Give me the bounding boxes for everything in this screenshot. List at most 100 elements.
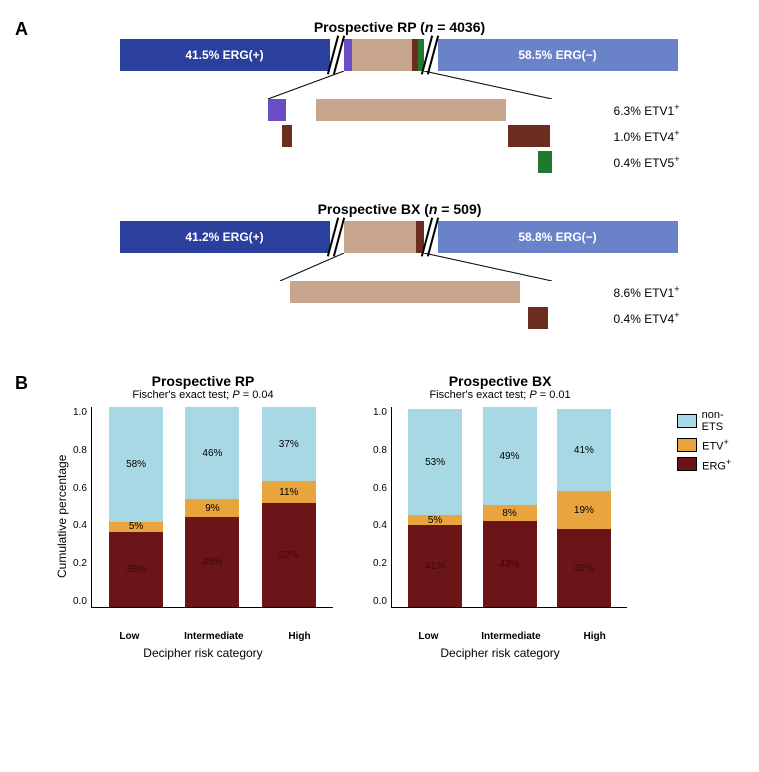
bar-segment: 45%	[185, 517, 239, 607]
erg-pos-segment: 41.5% ERG(+)	[120, 39, 330, 71]
sub-bar-label: 6.3% ETV1+	[604, 102, 680, 118]
sub-bar-label: 0.4% ETV5+	[604, 154, 680, 170]
y-tick: 0.0	[373, 596, 387, 607]
bx-x-labels: Low Intermediate High	[397, 631, 627, 642]
y-axis-label: Cumulative percentage	[55, 373, 69, 660]
rp-x-labels: Low Intermediate High	[97, 631, 333, 642]
sub-bar-row: 0.4% ETV4+	[120, 307, 680, 329]
erg-neg-segment: 58.5% ERG(−)	[438, 39, 678, 71]
sub-block	[282, 125, 292, 147]
y-tick: 0.8	[73, 445, 87, 456]
legend-row: ERG+	[677, 457, 744, 473]
stacked-bar: 38%5%58%	[109, 407, 163, 607]
bar-segment: 52%	[262, 503, 316, 607]
legend-label: ETV+	[702, 437, 729, 453]
bx-bars-area: 41%5%53%43%8%49%39%19%41%	[391, 407, 627, 608]
y-tick: 0.2	[73, 558, 87, 569]
bar-segment: 41%	[408, 525, 462, 607]
chart-bx-sub: Fischer's exact test; P = 0.01	[373, 389, 627, 401]
bx-main-bar: 41.2% ERG(+) 58.8% ERG(−)	[120, 221, 680, 253]
chart-bx: Prospective BX Fischer's exact test; P =…	[373, 373, 627, 660]
panel-a-label: A	[15, 19, 28, 40]
panel-b: B Cumulative percentage Prospective RP F…	[15, 373, 744, 660]
stacked-bar: 43%8%49%	[483, 407, 537, 607]
x-tick-label: High	[584, 631, 606, 642]
bar-segment: 5%	[408, 515, 462, 525]
erg-pos-segment: 41.2% ERG(+)	[120, 221, 330, 253]
bar-segment: 8%	[483, 505, 537, 521]
sub-bar-row: 1.0% ETV4+	[120, 125, 680, 147]
sub-block	[316, 99, 506, 121]
y-tick: 0.6	[373, 483, 387, 494]
legend-swatch	[677, 438, 697, 452]
rp-bars-area: 38%5%58% 45%9%46% 52%11%37%	[91, 407, 333, 608]
bar-segment: 49%	[483, 407, 537, 505]
sub-bar-label: 0.4% ETV4+	[604, 310, 680, 326]
bx-y-axis: 1.0 0.8 0.6 0.4 0.2 0.0	[373, 407, 391, 607]
stacked-bar: 52%11%37%	[262, 407, 316, 607]
x-tick-label: Low	[418, 631, 438, 642]
sub-block	[528, 307, 548, 329]
chart-bx-title: Prospective BX	[373, 373, 627, 389]
bar-segment: 19%	[557, 491, 611, 529]
x-tick-label: Intermediate	[481, 631, 540, 642]
bar-segment: 38%	[109, 532, 163, 607]
legend-label: non-ETS	[702, 409, 744, 433]
bar-segment: 46%	[185, 407, 239, 499]
chart-rp: Prospective RP Fischer's exact test; P =…	[73, 373, 333, 660]
sub-block	[268, 99, 286, 121]
break-mark	[424, 221, 438, 253]
y-tick: 0.4	[373, 520, 387, 531]
bar-segment: 39%	[557, 529, 611, 607]
panel-a: A Prospective RP (n = 4036) 41.5% ERG(+)…	[15, 19, 744, 329]
bar-segment: 58%	[109, 407, 163, 522]
bx-title: Prospective BX (n = 509)	[55, 201, 744, 217]
stacked-bar: 41%5%53%	[408, 407, 462, 607]
panel-b-label: B	[15, 373, 28, 394]
bar-segment: 43%	[483, 521, 537, 607]
bar-segment: 53%	[408, 409, 462, 515]
chart-rp-sub: Fischer's exact test; P = 0.04	[73, 389, 333, 401]
center-segment	[344, 39, 352, 71]
x-tick-label: Low	[119, 631, 139, 642]
bar-segment: 11%	[262, 481, 316, 503]
rp-title: Prospective RP (n = 4036)	[55, 19, 744, 35]
break-mark	[330, 221, 344, 253]
legend-swatch	[677, 457, 697, 471]
sub-block	[290, 281, 520, 303]
break-mark	[330, 39, 344, 71]
sub-block	[538, 151, 552, 173]
legend: non-ETS ETV+ ERG+	[677, 409, 744, 476]
erg-neg-segment: 58.8% ERG(−)	[438, 221, 678, 253]
break-mark	[424, 39, 438, 71]
legend-label: ERG+	[702, 457, 731, 473]
legend-swatch	[677, 414, 697, 428]
stacked-bar: 45%9%46%	[185, 407, 239, 607]
sub-bar-label: 8.6% ETV1+	[604, 284, 680, 300]
bx-x-title: Decipher risk category	[373, 646, 627, 660]
y-tick: 0.2	[373, 558, 387, 569]
y-tick: 1.0	[373, 407, 387, 418]
sub-bar-row: 8.6% ETV1+	[120, 281, 680, 303]
y-tick: 0.0	[73, 596, 87, 607]
legend-row: non-ETS	[677, 409, 744, 433]
y-tick: 0.6	[73, 483, 87, 494]
bar-segment: 41%	[557, 409, 611, 491]
sub-bar-row: 0.4% ETV5+	[120, 151, 680, 173]
x-tick-label: Intermediate	[184, 631, 243, 642]
bar-segment: 9%	[185, 499, 239, 517]
bar-segment: 5%	[109, 522, 163, 532]
y-tick: 0.4	[73, 520, 87, 531]
center-segment	[344, 221, 416, 253]
y-tick: 1.0	[73, 407, 87, 418]
y-tick: 0.8	[373, 445, 387, 456]
sub-bar-label: 1.0% ETV4+	[604, 128, 680, 144]
legend-row: ETV+	[677, 437, 744, 453]
x-tick-label: High	[288, 631, 310, 642]
rp-x-title: Decipher risk category	[73, 646, 333, 660]
bar-segment: 37%	[262, 407, 316, 481]
center-segment	[352, 39, 412, 71]
rp-y-axis: 1.0 0.8 0.6 0.4 0.2 0.0	[73, 407, 91, 607]
sub-bar-row: 6.3% ETV1+	[120, 99, 680, 121]
chart-rp-title: Prospective RP	[73, 373, 333, 389]
